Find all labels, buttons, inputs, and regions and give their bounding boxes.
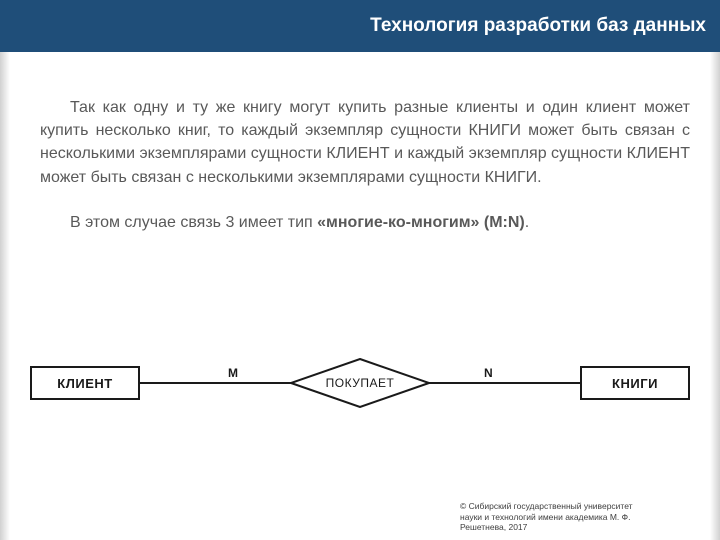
- header-bar: Технология разработки баз данных: [0, 0, 720, 52]
- cardinality-m: M: [228, 366, 238, 380]
- er-diagram: КЛИЕНТ КНИГИ ПОКУПАЕТ M N: [30, 338, 690, 428]
- shadow-right: [710, 52, 720, 540]
- footer-line-1: © Сибирский государственный университет: [460, 501, 700, 511]
- paragraph-2: В этом случае связь 3 имеет тип «многие-…: [40, 211, 690, 234]
- paragraph-1: Так как одну и ту же книгу могут купить …: [40, 96, 690, 189]
- paragraph-2-bold: «многие-ко-многим» (M:N): [317, 214, 525, 231]
- entity-client-label: КЛИЕНТ: [57, 376, 112, 391]
- header-title: Технология разработки баз данных: [370, 15, 706, 37]
- shadow-left: [0, 52, 10, 540]
- paragraph-2-prefix: В этом случае связь 3 имеет тип: [70, 214, 317, 231]
- footer-line-3: Решетнева, 2017: [460, 522, 700, 532]
- paragraph-2-suffix: .: [525, 214, 529, 231]
- footer-copyright: © Сибирский государственный университет …: [460, 501, 700, 532]
- cardinality-n: N: [484, 366, 493, 380]
- footer-line-2: науки и технологий имени академика М. Ф.: [460, 512, 700, 522]
- connector-left: [140, 382, 291, 384]
- relation-diamond: ПОКУПАЕТ: [290, 358, 430, 408]
- entity-books-label: КНИГИ: [612, 376, 658, 391]
- slide-page: Технология разработки баз данных Так как…: [0, 0, 720, 540]
- entity-client: КЛИЕНТ: [30, 366, 140, 400]
- body-text: Так как одну и ту же книгу могут купить …: [40, 96, 690, 234]
- connector-right: [429, 382, 580, 384]
- relation-label: ПОКУПАЕТ: [326, 376, 395, 390]
- entity-books: КНИГИ: [580, 366, 690, 400]
